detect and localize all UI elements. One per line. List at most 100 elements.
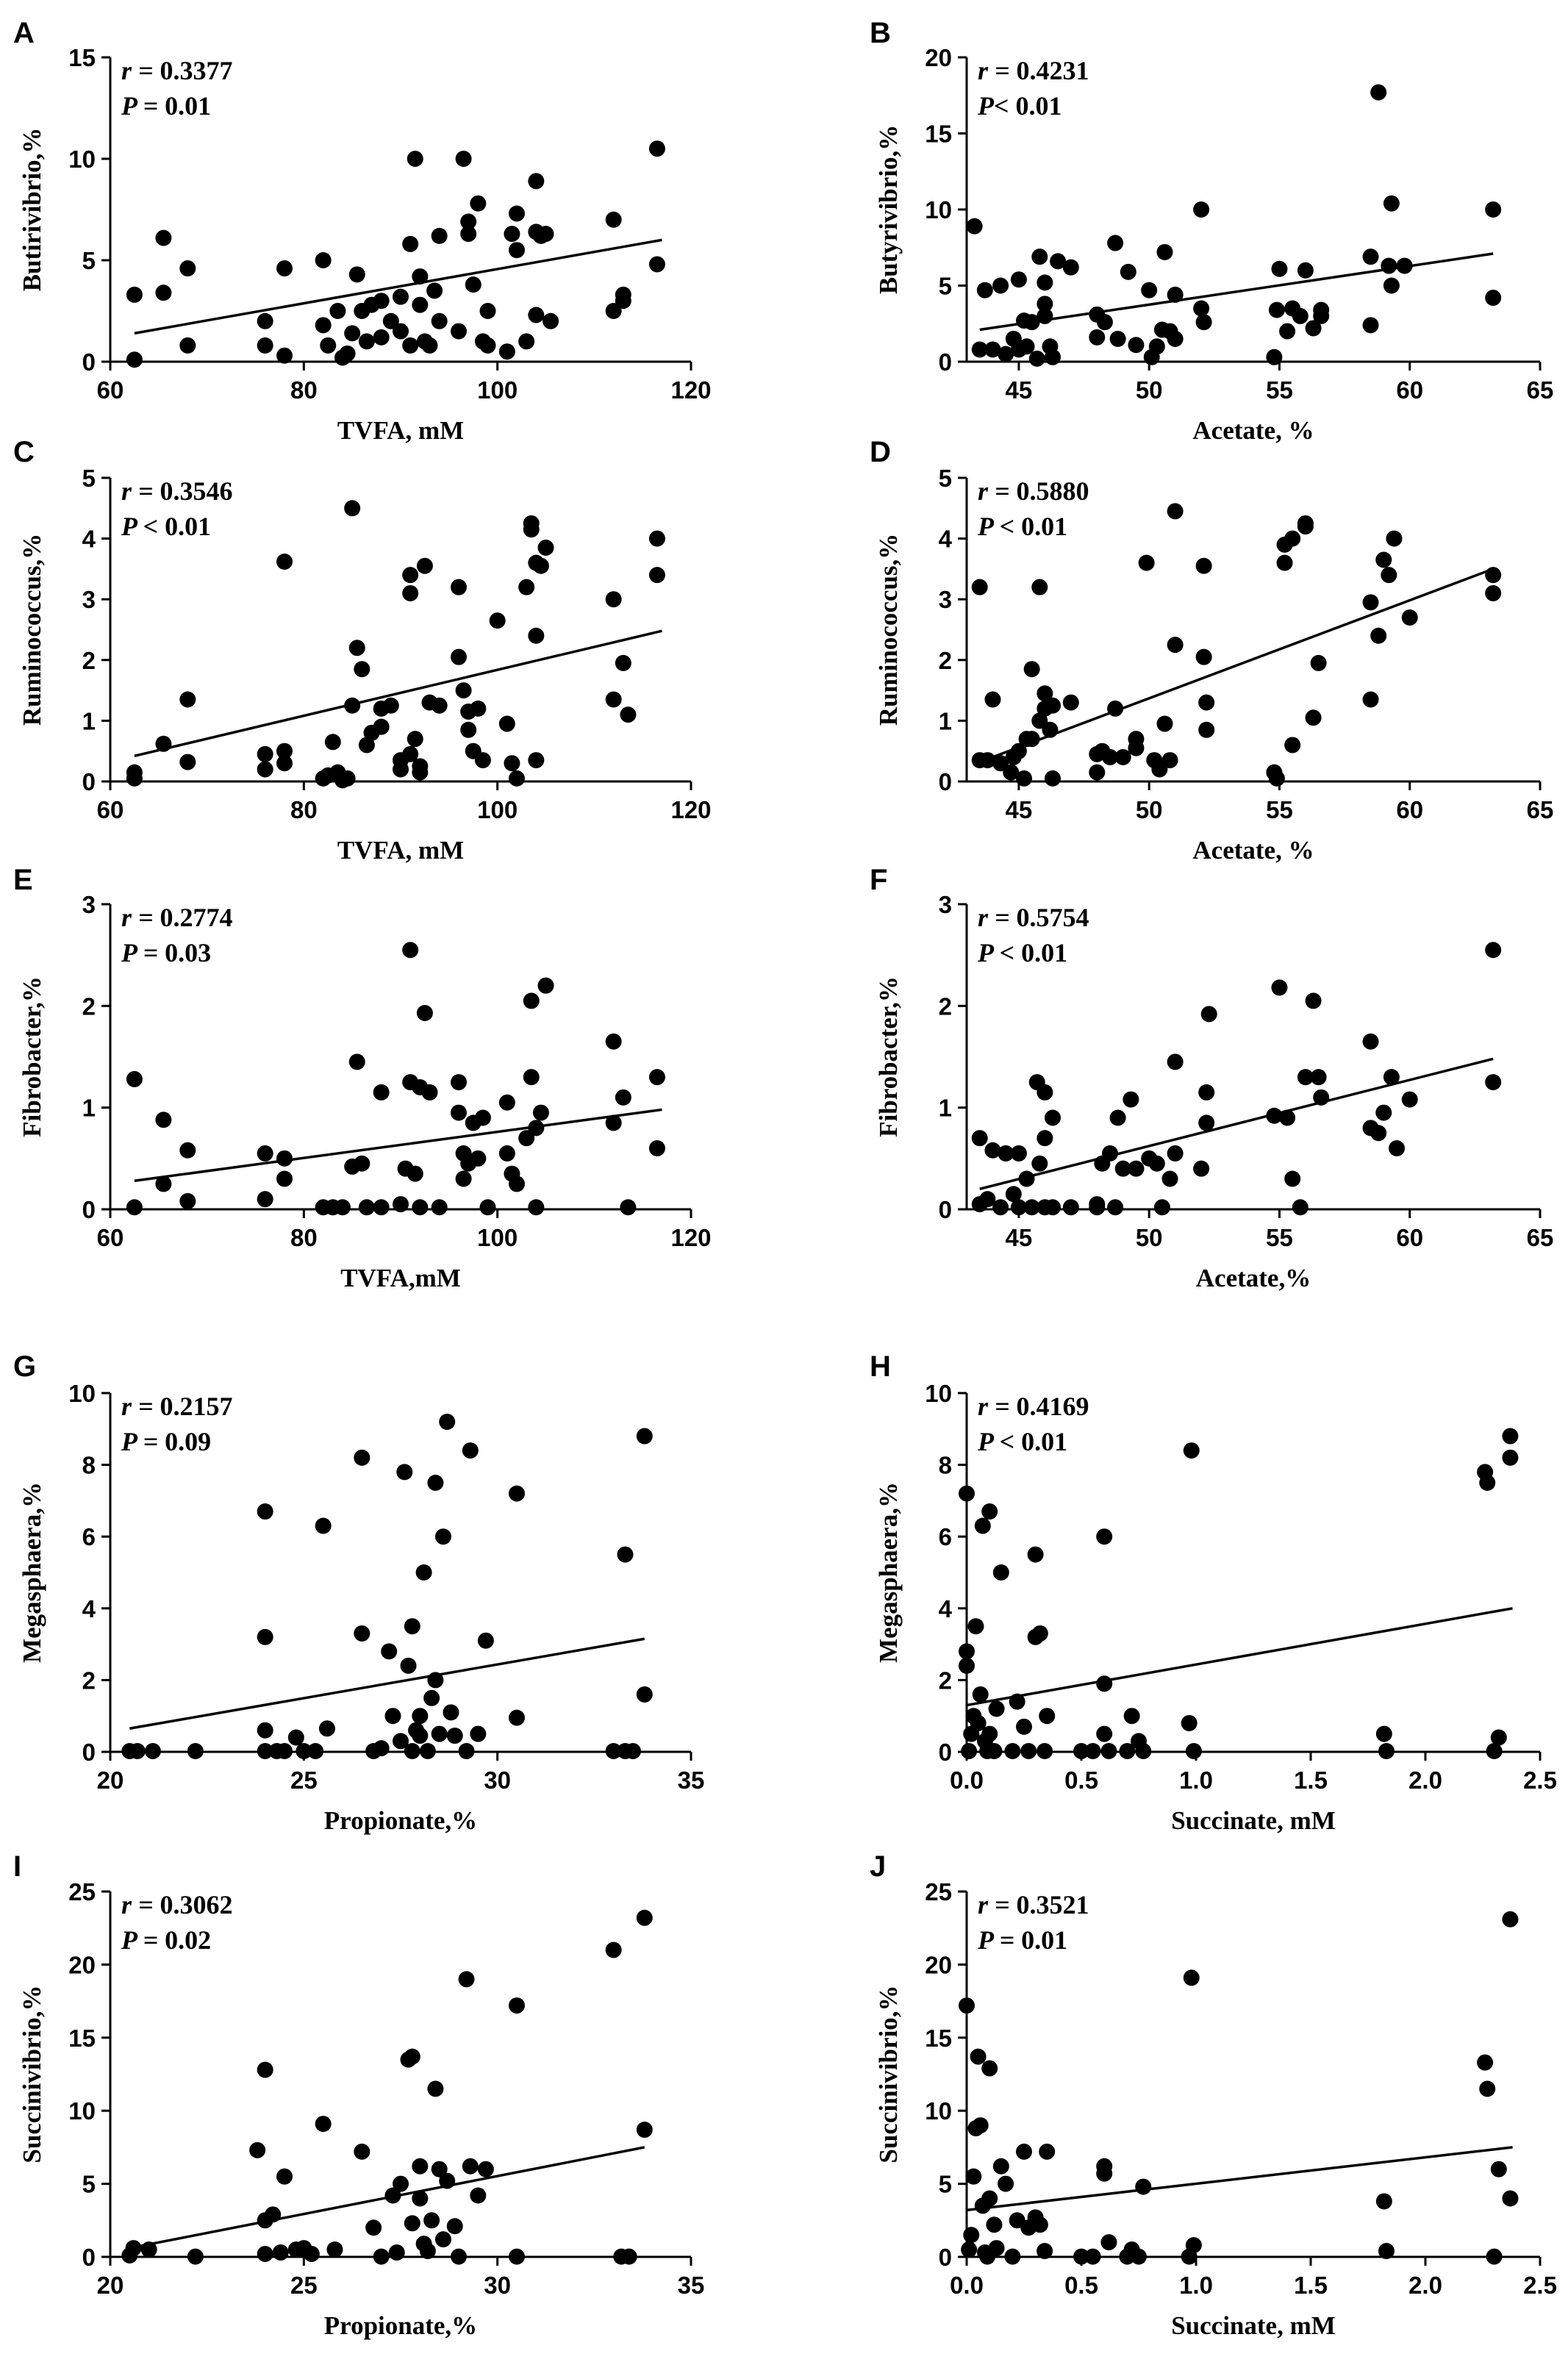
panel-b: B 45 50 55 60 65 0 5 10 15 20 Acetate, % Butyrivibri… bbox=[870, 17, 1553, 445]
panel-label: H bbox=[870, 1350, 891, 1383]
y-tick-label: 0 bbox=[82, 2244, 96, 2271]
data-point bbox=[992, 755, 1009, 772]
data-point bbox=[477, 1632, 494, 1649]
y-tick-label: 2 bbox=[939, 647, 952, 674]
x-tick-label: 35 bbox=[678, 2272, 705, 2299]
data-point bbox=[1313, 1089, 1330, 1106]
x-axis-label: TVFA,mM bbox=[340, 1264, 461, 1292]
data-point bbox=[1096, 1725, 1113, 1742]
panel-label: J bbox=[870, 1850, 886, 1883]
data-point bbox=[407, 151, 423, 167]
data-point bbox=[1031, 1155, 1048, 1172]
x-tick-label: 50 bbox=[1136, 796, 1163, 823]
x-axis-label: Acetate, % bbox=[1192, 836, 1314, 865]
data-point bbox=[537, 539, 554, 556]
y-tick-label: 5 bbox=[82, 2171, 96, 2198]
p-value: 0.03 bbox=[165, 938, 211, 967]
data-point bbox=[1031, 2216, 1048, 2233]
data-point bbox=[620, 1199, 637, 1216]
data-point bbox=[393, 2175, 409, 2192]
data-point bbox=[1362, 317, 1379, 334]
data-point bbox=[1292, 307, 1309, 324]
y-axis-label: Succinivibrio,% bbox=[874, 1985, 903, 2163]
r-value: 0.2157 bbox=[160, 1392, 233, 1421]
data-point bbox=[537, 226, 554, 243]
y-tick-label: 25 bbox=[925, 1878, 952, 1905]
data-point bbox=[257, 2246, 273, 2263]
data-point bbox=[537, 977, 554, 994]
data-point bbox=[992, 1199, 1009, 1216]
panel-label: F bbox=[870, 864, 887, 896]
data-point bbox=[971, 1130, 988, 1147]
data-point bbox=[348, 1053, 365, 1070]
data-point bbox=[315, 2116, 332, 2133]
data-point bbox=[257, 1743, 273, 1760]
x-tick-label: 80 bbox=[290, 796, 318, 823]
data-point bbox=[489, 612, 506, 629]
data-point bbox=[427, 1672, 444, 1689]
data-point bbox=[1135, 2178, 1152, 2195]
data-point bbox=[1037, 296, 1053, 312]
data-point bbox=[249, 2141, 266, 2158]
x-tick-label: 60 bbox=[97, 376, 124, 404]
data-point bbox=[404, 2215, 420, 2232]
data-point bbox=[504, 226, 520, 243]
data-point bbox=[543, 312, 559, 329]
x-tick-label: 1.5 bbox=[1294, 1767, 1328, 1794]
data-point bbox=[1167, 286, 1184, 303]
x-tick-label: 30 bbox=[484, 1767, 511, 1794]
x-tick-label: 100 bbox=[477, 1224, 518, 1251]
data-point bbox=[1037, 2243, 1053, 2260]
x-tick-label: 25 bbox=[290, 1767, 318, 1794]
data-point bbox=[981, 1725, 998, 1742]
data-point bbox=[1003, 764, 1020, 781]
data-point bbox=[1131, 2248, 1147, 2265]
data-point bbox=[479, 337, 496, 354]
data-point bbox=[509, 770, 525, 787]
data-point bbox=[518, 333, 535, 350]
x-tick-label: 100 bbox=[477, 796, 518, 823]
data-point bbox=[1062, 1199, 1079, 1216]
data-point bbox=[1370, 84, 1387, 101]
data-point bbox=[981, 1503, 998, 1520]
data-point bbox=[498, 1145, 515, 1162]
data-point bbox=[605, 1743, 622, 1760]
panel-a: A 60 80 100 120 0 5 10 15 TVFA, mM Butirivibrio,% r… bbox=[13, 17, 712, 445]
regression-line bbox=[134, 629, 662, 758]
data-point bbox=[1153, 1199, 1170, 1216]
data-point bbox=[1297, 515, 1314, 532]
data-point bbox=[965, 2168, 982, 2185]
data-point bbox=[1198, 1084, 1215, 1101]
data-point bbox=[470, 1725, 487, 1742]
data-point bbox=[1485, 201, 1502, 218]
x-tick-label: 55 bbox=[1266, 796, 1293, 823]
data-point bbox=[257, 337, 273, 354]
data-point bbox=[1119, 1743, 1136, 1760]
data-point bbox=[1156, 715, 1173, 732]
data-point bbox=[373, 1740, 390, 1757]
y-axis-label: Megasphaera,% bbox=[18, 1482, 46, 1663]
data-point bbox=[1010, 1199, 1027, 1216]
data-point bbox=[1268, 770, 1285, 787]
data-point bbox=[636, 1909, 653, 1926]
x-axis-label: Acetate, % bbox=[1192, 416, 1314, 445]
y-tick-label: 0 bbox=[939, 2244, 952, 2271]
data-point bbox=[423, 1689, 440, 1706]
data-point bbox=[257, 2061, 273, 2078]
y-tick-label: 15 bbox=[68, 44, 96, 71]
p-value: 0.02 bbox=[165, 1925, 211, 1955]
data-point bbox=[648, 567, 665, 584]
data-point bbox=[1485, 584, 1502, 601]
data-point bbox=[257, 1628, 273, 1645]
data-point bbox=[498, 715, 515, 732]
regression-line bbox=[129, 1637, 645, 1731]
data-point bbox=[1107, 1199, 1124, 1216]
panel-label: A bbox=[13, 17, 35, 49]
data-point bbox=[187, 1743, 204, 1760]
data-point bbox=[393, 323, 409, 340]
data-point bbox=[329, 303, 346, 319]
data-point bbox=[972, 1686, 989, 1703]
p-prefix: P = bbox=[977, 1925, 1021, 1955]
x-tick-label: 65 bbox=[1527, 796, 1554, 823]
data-point bbox=[1037, 274, 1053, 291]
